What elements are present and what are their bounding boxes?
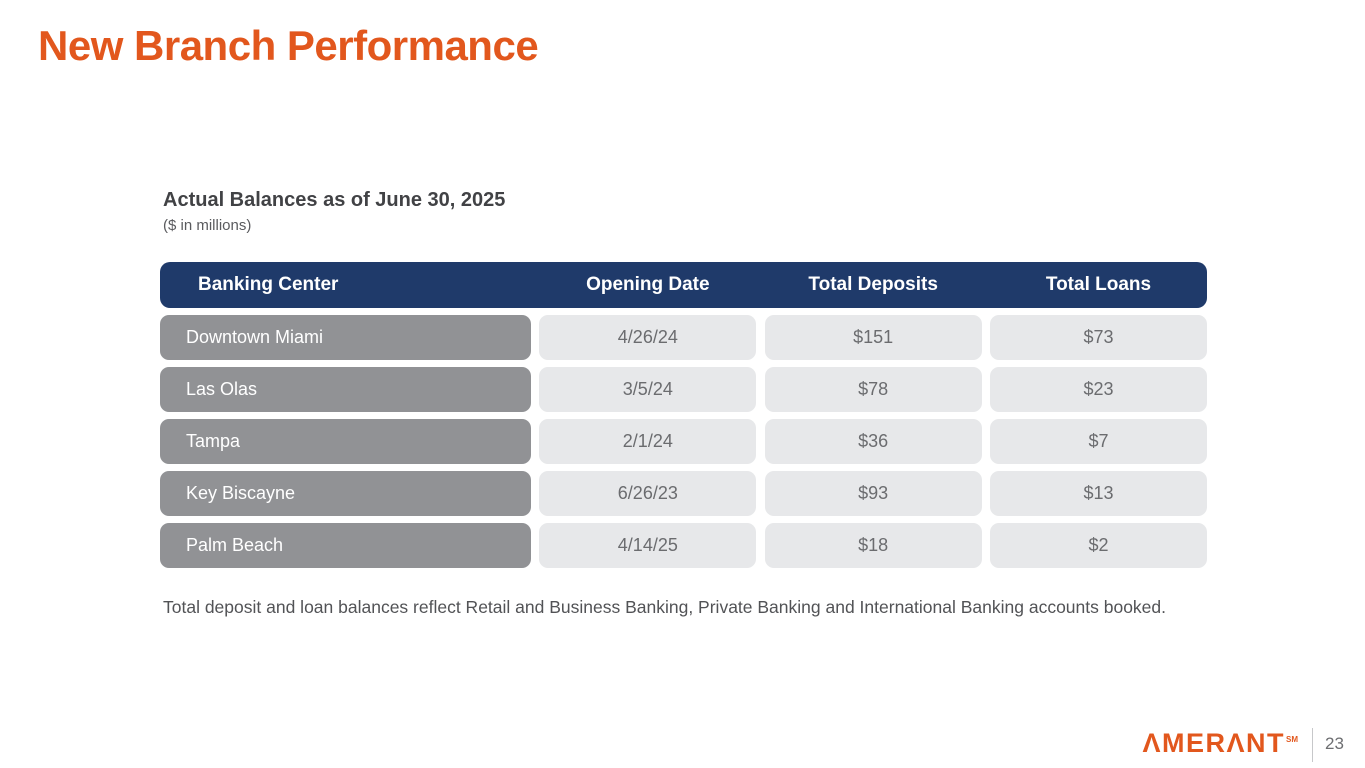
- table-units-note: ($ in millions): [163, 217, 252, 234]
- cell-total-loans: $13: [989, 471, 1207, 516]
- cell-total-loans: $2: [989, 523, 1207, 568]
- cell-total-deposits: $18: [764, 523, 982, 568]
- table-row: Las Olas 3/5/24 $78 $23: [160, 367, 1207, 412]
- page-number: 23: [1325, 734, 1344, 753]
- table-row: Downtown Miami 4/26/24 $151 $73: [160, 315, 1207, 360]
- table-row: Tampa 2/1/24 $36 $7: [160, 419, 1207, 464]
- footer: ΛMERΛNTSM 23: [1142, 728, 1349, 762]
- cell-opening-date: 6/26/23: [539, 471, 757, 516]
- branch-performance-table: Banking Center Opening Date Total Deposi…: [160, 262, 1207, 568]
- cell-total-deposits: $36: [764, 419, 982, 464]
- cell-opening-date: 4/26/24: [539, 315, 757, 360]
- cell-total-deposits: $151: [764, 315, 982, 360]
- cell-banking-center: Key Biscayne: [160, 471, 531, 516]
- table-heading: Actual Balances as of June 30, 2025: [163, 189, 506, 211]
- table-row: Palm Beach 4/14/25 $18 $2: [160, 523, 1207, 568]
- table-row: Key Biscayne 6/26/23 $93 $13: [160, 471, 1207, 516]
- amerant-logo-sm-mark: SM: [1286, 734, 1298, 744]
- cell-total-loans: $73: [989, 315, 1207, 360]
- amerant-logo-text: ΛMERΛNT: [1142, 727, 1285, 758]
- cell-banking-center: Las Olas: [160, 367, 531, 412]
- column-header-total-deposits: Total Deposits: [808, 274, 938, 295]
- column-header-banking-center: Banking Center: [198, 274, 339, 295]
- amerant-logo: ΛMERΛNTSM: [1142, 727, 1298, 761]
- page-title: New Branch Performance: [38, 22, 539, 69]
- cell-total-loans: $7: [989, 419, 1207, 464]
- cell-opening-date: 3/5/24: [539, 367, 757, 412]
- cell-banking-center: Tampa: [160, 419, 531, 464]
- cell-total-deposits: $93: [764, 471, 982, 516]
- cell-opening-date: 2/1/24: [539, 419, 757, 464]
- cell-opening-date: 4/14/25: [539, 523, 757, 568]
- cell-total-loans: $23: [989, 367, 1207, 412]
- footer-divider: [1312, 728, 1313, 762]
- cell-total-deposits: $78: [764, 367, 982, 412]
- table-header-row: Banking Center Opening Date Total Deposi…: [160, 262, 1207, 308]
- column-header-opening-date: Opening Date: [586, 274, 710, 295]
- cell-banking-center: Downtown Miami: [160, 315, 531, 360]
- column-header-total-loans: Total Loans: [1045, 274, 1152, 295]
- cell-banking-center: Palm Beach: [160, 523, 531, 568]
- footnote: Total deposit and loan balances reflect …: [163, 597, 1167, 617]
